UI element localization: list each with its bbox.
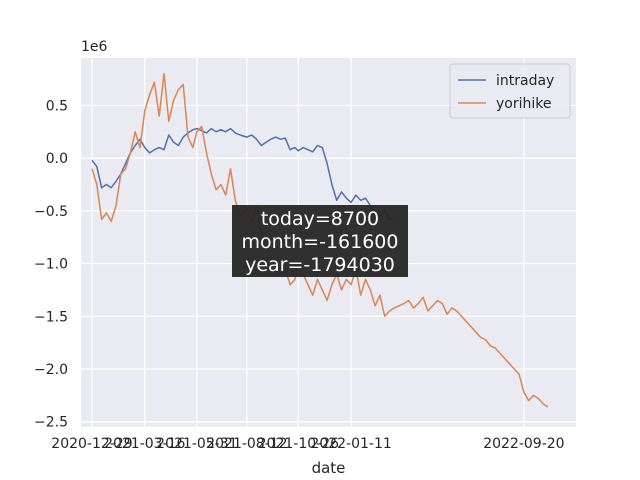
stats-annotation: today=8700 month=-161600 year=-1794030 (232, 205, 408, 277)
x-tick-label: 2021-10-26 (258, 436, 339, 452)
y-tick-label: −0.5 (34, 204, 68, 220)
x-tick-label: 2022-01-11 (310, 436, 391, 452)
series-line-yorihike (91, 73, 549, 408)
legend-box (449, 63, 571, 119)
x-tick-label: 2020-12-29 (51, 436, 132, 452)
x-tick-label: 2021-08-12 (206, 436, 287, 452)
x-axis-label: date (312, 459, 346, 477)
y-tick-label: −2.5 (34, 415, 68, 431)
x-tick-label: 2021-03-16 (104, 436, 185, 452)
y-tick-label: −2.0 (34, 362, 68, 378)
legend-label-intraday: intraday (496, 73, 554, 89)
annotation-box (232, 205, 408, 277)
y-tick-label: 0.0 (46, 151, 68, 167)
y-offset-label: 1e6 (81, 39, 108, 55)
series-layer (91, 73, 549, 408)
y-tick-label: −1.5 (34, 309, 68, 325)
x-tick-label: 2022-09-20 (483, 436, 564, 452)
series-line-intraday (91, 127, 395, 221)
annotation-today: today=8700 (261, 208, 379, 230)
y-axis-ticks: 0.5 0.0 −0.5 −1.0 −1.5 −2.0 −2.5 (34, 98, 68, 430)
x-axis-ticks: 2020-12-292021-03-162021-05-312021-08-12… (51, 436, 564, 452)
legend: intraday yorihike (449, 63, 571, 119)
x-tick-label: 2021-05-31 (156, 436, 237, 452)
annotation-month: month=-161600 (242, 231, 399, 253)
legend-label-yorihike: yorihike (496, 96, 551, 112)
y-tick-label: −1.0 (34, 257, 68, 273)
annotation-year: year=-1794030 (245, 254, 395, 276)
y-tick-label: 0.5 (46, 98, 68, 114)
